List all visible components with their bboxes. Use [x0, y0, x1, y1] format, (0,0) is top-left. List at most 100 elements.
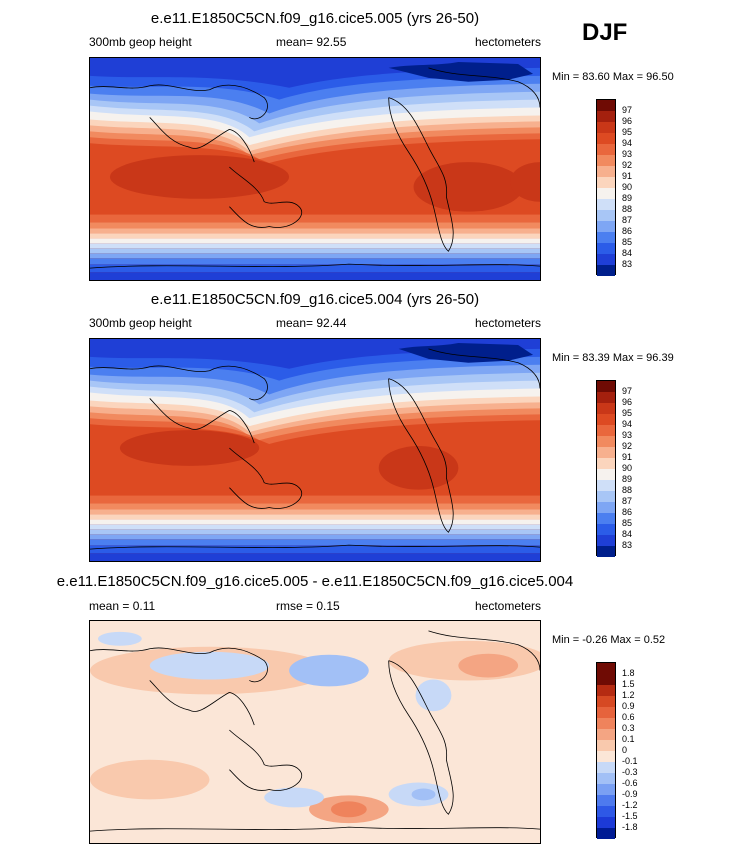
panel-2-colorbar-segment [597, 535, 615, 546]
panel-1-colorbar-segment [597, 155, 615, 166]
panel-3-colorbar-segment [597, 729, 615, 740]
panel-1-colorbar-tick: 97 [622, 105, 633, 115]
panel-1-colorbar-tick: 96 [622, 116, 633, 126]
panel-1-colorbar-tick: 94 [622, 138, 633, 148]
panel-2-map [89, 338, 541, 562]
panel-2-colorbar-tick: 84 [622, 529, 633, 539]
panel-3-colorbar-tick: 0.3 [622, 723, 635, 733]
panel-3-colorbar-tick: 1.5 [622, 679, 635, 689]
panel-3-colorbar-tick: -1.5 [622, 811, 638, 821]
panel-3-colorbar-segment [597, 806, 615, 817]
panel-3-colorbar-segment [597, 817, 615, 828]
panel-3-colorbar-tick: 1.8 [622, 668, 635, 678]
panel-2-colorbar-segment [597, 392, 615, 403]
panel-2-units-label: hectometers [474, 316, 541, 330]
panel-1-colorbar-tick: 85 [622, 237, 633, 247]
panel-1-minmax: Min = 83.60 Max = 96.50 [552, 71, 674, 83]
panel-1-colorbar-segment [597, 265, 615, 276]
panel-3-colorbar-segment [597, 674, 615, 685]
panel-3-colorbar-segment [597, 707, 615, 718]
panel-2-colorbar-segment [597, 513, 615, 524]
panel-3-colorbar-tick: -0.1 [622, 756, 638, 766]
panel-3-colorbar-segment [597, 718, 615, 729]
panel-1-colorbar-segment [597, 111, 615, 122]
panel-2-variable-label: 300mb geop height [89, 316, 192, 330]
panel-3-colorbar-segment [597, 762, 615, 773]
panel-1-colorbar-segment [597, 199, 615, 210]
panel-3-colorbar-tick: 0.1 [622, 734, 635, 744]
panel-1-map-svg [90, 58, 540, 280]
panel-1-colorbar-tick: 86 [622, 226, 633, 236]
panel-2-map-svg [90, 339, 540, 561]
panel-3-map [89, 620, 541, 844]
panel-1-colorbar-tick: 90 [622, 182, 633, 192]
panel-3-colorbar-segment [597, 773, 615, 784]
panel-2-title: e.e11.E1850C5CN.f09_g16.cice5.004 (yrs 2… [150, 291, 480, 308]
panel-2-colorbar-segment [597, 458, 615, 469]
panel-1-colorbar-tick: 84 [622, 248, 633, 258]
panel-1-colorbar-tick: 93 [622, 149, 633, 159]
panel-2-mean-label: mean= 92.44 [276, 316, 347, 330]
panel-3-rmse-label: rmse = 0.15 [276, 599, 340, 613]
panel-3-colorbar-tick: -0.9 [622, 789, 638, 799]
panel-1-colorbar-tick: 88 [622, 204, 633, 214]
panel-2-colorbar-segment [597, 546, 615, 557]
panel-3-colorbar-tick: -0.6 [622, 778, 638, 788]
panel-2-colorbar-tick: 88 [622, 485, 633, 495]
panel-2-colorbar-segment [597, 403, 615, 414]
panel-2-colorbar-tick: 95 [622, 408, 633, 418]
panel-1-colorbar-segment [597, 232, 615, 243]
panel-2-colorbar-segment [597, 381, 615, 392]
panel-3-colorbar-tick: 0.6 [622, 712, 635, 722]
panel-3-colorbar-segment [597, 663, 615, 674]
panel-3-colorbar-segment [597, 784, 615, 795]
panel-3-colorbar-tick: -0.3 [622, 767, 638, 777]
panel-3-title: e.e11.E1850C5CN.f09_g16.cice5.005 - e.e1… [56, 573, 574, 590]
panel-1-colorbar-segment [597, 188, 615, 199]
panel-3-units-label: hectometers [474, 599, 541, 613]
panel-3-colorbar-segment [597, 751, 615, 762]
panel-2-colorbar-segment [597, 447, 615, 458]
panel-2-colorbar-segment [597, 524, 615, 535]
panel-2-colorbar-tick: 90 [622, 463, 633, 473]
panel-3-minmax: Min = -0.26 Max = 0.52 [552, 634, 666, 646]
panel-3-colorbar-tick: 1.2 [622, 690, 635, 700]
panel-2-colorbar-segment [597, 425, 615, 436]
season-label: DJF [582, 19, 628, 46]
panel-3-colorbar [596, 662, 616, 839]
panel-2-colorbar-tick: 93 [622, 430, 633, 440]
panel-3-colorbar-tick: 0.9 [622, 701, 635, 711]
panel-1-units-label: hectometers [474, 35, 541, 49]
panel-3-colorbar-tick: -1.2 [622, 800, 638, 810]
panel-1-mean-label: mean= 92.55 [276, 35, 347, 49]
panel-2-colorbar-tick: 89 [622, 474, 633, 484]
panel-3-colorbar-segment [597, 795, 615, 806]
panel-2-colorbar-segment [597, 480, 615, 491]
panel-1-colorbar-segment [597, 210, 615, 221]
panel-2-colorbar-tick: 91 [622, 452, 633, 462]
panel-2-colorbar-tick: 94 [622, 419, 633, 429]
panel-2-colorbar-tick: 97 [622, 386, 633, 396]
panel-1-colorbar-tick: 92 [622, 160, 633, 170]
panel-3-mean-label: mean = 0.11 [89, 599, 156, 613]
panel-1-colorbar-segment [597, 166, 615, 177]
panel-2-colorbar-tick: 87 [622, 496, 633, 506]
panel-1-variable-label: 300mb geop height [89, 35, 192, 49]
panel-3-colorbar-tick: 0 [622, 745, 628, 755]
panel-2-colorbar-tick: 85 [622, 518, 633, 528]
panel-2-colorbar-tick: 86 [622, 507, 633, 517]
panel-1-colorbar-tick: 87 [622, 215, 633, 225]
panel-1-colorbar-segment [597, 133, 615, 144]
panel-2-colorbar-segment [597, 491, 615, 502]
panel-1-colorbar-segment [597, 243, 615, 254]
panel-2-colorbar-tick: 83 [622, 540, 633, 550]
panel-1-map [89, 57, 541, 281]
panel-1-colorbar-tick: 83 [622, 259, 633, 269]
panel-2-colorbar [596, 380, 616, 557]
panel-2-minmax: Min = 83.39 Max = 96.39 [552, 352, 674, 364]
panel-2-colorbar-tick: 96 [622, 397, 633, 407]
panel-1-colorbar-tick: 95 [622, 127, 633, 137]
panel-2-colorbar-segment [597, 502, 615, 513]
panel-1-colorbar-segment [597, 177, 615, 188]
panel-1-colorbar-tick: 91 [622, 171, 633, 181]
